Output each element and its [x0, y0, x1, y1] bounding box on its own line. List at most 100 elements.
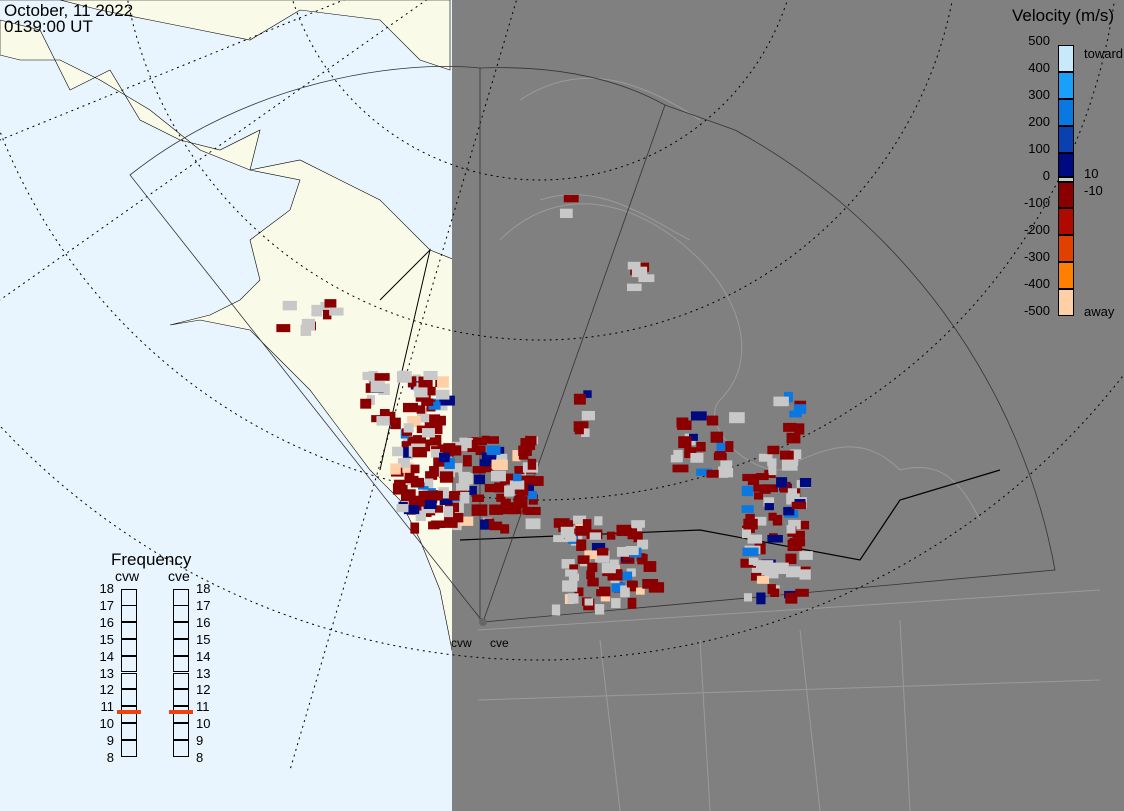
frequency-bin: [121, 589, 137, 606]
scatter-cell: [764, 568, 779, 579]
colorbar-label-neg10: -10: [1084, 183, 1103, 198]
scatter-cell: [611, 598, 621, 609]
scatter-cell: [480, 519, 489, 530]
scatter-cell: [407, 415, 421, 428]
scatter-cell: [741, 485, 754, 497]
scatter-cell: [374, 373, 390, 381]
scatter-cell: [755, 473, 769, 481]
scatter-cell: [414, 495, 425, 507]
scatter-cell: [799, 569, 811, 580]
scatter-cell: [583, 390, 592, 398]
scatter-cell: [565, 569, 578, 577]
scatter-cell: [494, 482, 507, 493]
date-label: October, 11 2022: [4, 1, 134, 20]
scatter-cell: [706, 469, 719, 478]
scatter-cell: [756, 592, 766, 605]
colorbar-tick: -200: [1023, 222, 1050, 237]
scatter-cell: [444, 457, 455, 470]
scatter-cell: [435, 389, 450, 400]
frequency-tick: 14: [196, 648, 211, 664]
scatter-cell: [670, 454, 683, 463]
colorbar-segment: [1058, 289, 1074, 316]
scatter-cell: [636, 553, 648, 561]
freq-radar-label-cvw: cvw: [115, 568, 140, 584]
colorbar-tick: -100: [1023, 195, 1050, 210]
scatter-cell: [390, 417, 401, 430]
colorbar-segment: [1058, 182, 1074, 208]
colorbar-tick: 200: [1028, 114, 1050, 129]
scatter-cell: [390, 463, 401, 475]
scatter-cell: [407, 376, 417, 388]
frequency-tick: 16: [196, 614, 211, 630]
frequency-tick: 13: [196, 665, 211, 681]
scatter-cell: [414, 386, 429, 398]
scatter-cell: [689, 433, 698, 441]
scatter-cell: [455, 483, 470, 491]
scatter-cell: [467, 486, 477, 495]
scatter-cell: [568, 573, 580, 581]
scatter-cell: [751, 562, 762, 574]
alaska-border: [379, 248, 431, 471]
scatter-cell: [502, 503, 517, 515]
scatter-cell: [573, 393, 586, 405]
scatter-cell: [786, 566, 801, 578]
scatter-cell: [496, 453, 508, 465]
scatter-cell: [519, 475, 535, 485]
scatter-cell: [412, 447, 427, 458]
scatter-cell: [500, 473, 514, 485]
scatter-cell: [415, 510, 426, 522]
scatter-cell: [616, 524, 633, 537]
scatter-cell: [472, 494, 485, 502]
scatter-cell: [472, 466, 486, 474]
scatter-cell: [387, 411, 396, 424]
scatter-cell: [437, 444, 452, 453]
scatter-cell: [696, 468, 712, 476]
scatter-cell: [418, 376, 433, 388]
scatter-cell: [424, 478, 434, 487]
scatter-cell: [425, 490, 436, 498]
scatter-cell: [768, 512, 777, 521]
scatter-cell: [786, 432, 801, 444]
scatter-cell: [690, 411, 707, 421]
scatter-cell: [484, 518, 495, 530]
scatter-cell: [627, 261, 641, 270]
frequency-tick: 13: [99, 665, 114, 681]
frequency-tick: 10: [99, 716, 114, 732]
scatter-cell: [752, 516, 767, 526]
scatter-cell: [747, 475, 760, 486]
frequency-bin: [173, 723, 189, 741]
scatter-cell: [729, 412, 745, 424]
frequency-tick: 16: [99, 614, 114, 630]
scatter-cell: [410, 464, 420, 474]
scatter-cell: [410, 477, 425, 488]
scatter-cell: [787, 488, 797, 496]
scatter-cell: [567, 593, 579, 604]
scatter-cell: [436, 376, 449, 388]
scatter-cell: [421, 505, 436, 514]
scatter-cell: [787, 539, 803, 552]
scatter-cell: [490, 470, 506, 482]
scatter-cell: [799, 551, 813, 560]
scatter-cell: [637, 539, 649, 550]
frequency-bin: [173, 655, 189, 673]
scatter-cell: [458, 471, 471, 484]
land-north: [0, 0, 451, 71]
scatter-cell: [447, 463, 463, 473]
scatter-cell: [772, 514, 783, 526]
scatter-cell: [792, 530, 805, 538]
scatter-cell: [428, 401, 441, 410]
colorbar-tick: 300: [1028, 87, 1050, 102]
away-label: away: [1084, 304, 1115, 319]
scatter-cell: [574, 587, 584, 597]
scatter-cell: [528, 476, 544, 487]
scatter-cell: [581, 410, 595, 421]
scatter-cell: [742, 547, 759, 557]
scatter-cell: [793, 404, 807, 414]
scatter-cell: [439, 494, 453, 505]
radar-site-marker: [479, 618, 487, 626]
scatter-cell: [398, 370, 408, 382]
frequency-title: Frequency: [111, 550, 192, 569]
scatter-cell: [643, 561, 657, 572]
scatter-cell: [631, 266, 648, 278]
